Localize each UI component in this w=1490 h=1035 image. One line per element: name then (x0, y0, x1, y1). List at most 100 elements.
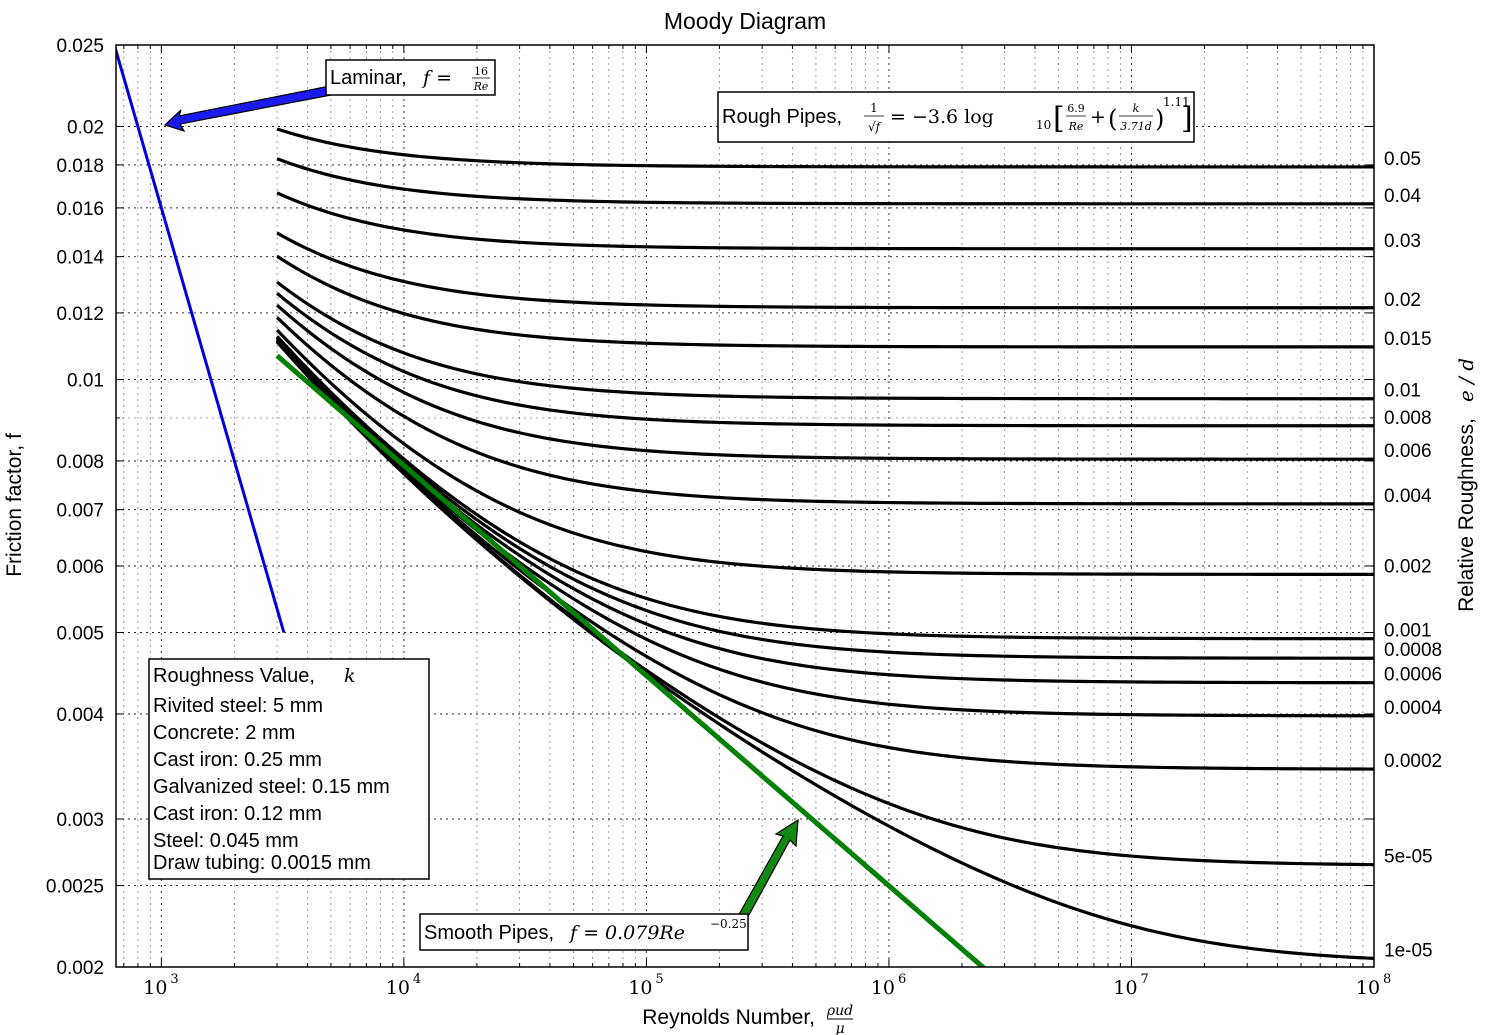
rough-curve (275, 328, 1374, 576)
roughness-row: Steel: 0.045 mm (153, 830, 299, 852)
y-tick-label: 0.007 (56, 501, 104, 522)
x-axis-label-den: μ (835, 1021, 844, 1035)
rough-curve (275, 339, 1374, 771)
smooth-label: Smooth Pipes, (424, 922, 554, 944)
roughness-label: 1e-05 (1384, 940, 1433, 961)
rough-curve (276, 157, 1374, 206)
roughness-label: 0.006 (1384, 441, 1432, 462)
roughness-row: Rivited steel: 5 mm (153, 695, 323, 717)
rough-paren-open: ( (1108, 105, 1117, 133)
rough-label: Rough Pipes, (722, 106, 842, 128)
rough-eq: = −3.6 log (890, 106, 994, 128)
x-tick-label: 10 (628, 977, 652, 999)
roughness-label: 0.001 (1384, 621, 1432, 642)
roughness-label: 0.04 (1384, 186, 1421, 207)
roughness-row: Draw tubing: 0.0015 mm (153, 852, 371, 874)
plot-frame (115, 44, 1375, 968)
rough-pipes-annotation: Rough Pipes, 1 √f = −3.6 log 10 [ 6.9 Re… (717, 91, 1195, 143)
laminar-math-den: Re (473, 80, 489, 93)
rough-curve (275, 316, 1374, 506)
rough-curve (276, 127, 1374, 169)
roughness-label: 0.0008 (1384, 640, 1442, 661)
y-tick-label: 0.006 (56, 557, 104, 578)
laminar-math: f = (421, 67, 452, 89)
x-tick-label-exp: 3 (170, 972, 178, 987)
x-axis-ticks: 10 3 10 4 10 5 10 6 10 7 10 8 (123, 45, 1391, 999)
roughness-label: 0.015 (1384, 329, 1432, 350)
roughness-label: 0.02 (1384, 290, 1421, 311)
laminar-label: Laminar, (330, 67, 407, 89)
rough-frac2-den: 3.71d (1120, 120, 1152, 133)
roughness-label: 0.0006 (1384, 665, 1442, 686)
rough-lhs-num: 1 (870, 101, 878, 115)
y-tick-label: 0.014 (56, 248, 104, 269)
smooth-arrow (736, 818, 799, 923)
rough-curve (276, 231, 1374, 310)
rough-frac1-num: 6.9 (1067, 102, 1085, 115)
x-tick-label-exp: 5 (655, 972, 663, 987)
y-tick-label: 0.012 (56, 304, 104, 325)
roughness-table: Roughness Value, k Rivited steel: 5 mm C… (148, 658, 430, 880)
laminar-line (116, 45, 286, 633)
y-tick-label: 0.002 (56, 958, 104, 979)
y2-axis-label: Relative Roughness, e / d (1454, 358, 1478, 612)
roughness-table-title: Roughness Value, (153, 665, 315, 687)
y-tick-label: 0.004 (56, 705, 104, 726)
rough-frac1-den: Re (1068, 120, 1084, 133)
y-axis-ticks: 0.002 0.0025 0.003 0.004 0.005 0.006 0.007 0.00… (46, 36, 1374, 979)
chart-title: Moody Diagram (664, 8, 826, 34)
roughness-label: 0.01 (1384, 381, 1421, 402)
rough-curve (276, 191, 1374, 251)
rough-bracket-open: [ (1053, 101, 1065, 136)
y-tick-label: 0.008 (56, 452, 104, 473)
rough-curve (275, 336, 1374, 660)
rough-curve (275, 335, 1374, 641)
smooth-pipes-annotation: Smooth Pipes, f = 0.079Re −0.25 (419, 818, 799, 951)
y-tick-label: 0.025 (56, 36, 104, 57)
roughness-labels: 0.05 0.04 0.03 0.02 0.015 0.01 0.008 0.006 0.004… (1384, 149, 1443, 961)
rough-lhs-den: √f (868, 120, 883, 134)
x-tick-label: 10 (871, 977, 895, 999)
rough-curve (276, 254, 1374, 349)
roughness-row: Cast iron: 0.12 mm (153, 803, 322, 825)
roughness-label: 0.0004 (1384, 698, 1443, 719)
roughness-label: 0.008 (1384, 408, 1432, 429)
roughness-row: Cast iron: 0.25 mm (153, 749, 322, 771)
x-axis-label: Reynolds Number, ρud μ (642, 1003, 853, 1035)
laminar-arrow (163, 85, 332, 133)
x-tick-label: 10 (386, 977, 410, 999)
x-axis-label-num: ρud (826, 1003, 853, 1019)
roughness-label: 0.0002 (1384, 751, 1442, 772)
roughness-label: 0.03 (1384, 231, 1421, 252)
rough-curve (276, 292, 1374, 428)
rough-paren-close: ) (1155, 105, 1164, 133)
x-tick-label: 10 (143, 977, 167, 999)
smooth-pipe-line (275, 353, 987, 967)
x-tick-label-exp: 8 (1383, 972, 1391, 987)
laminar-math-num: 16 (474, 65, 488, 78)
rough-plus: + (1090, 106, 1106, 128)
smooth-exp: −0.25 (710, 917, 747, 931)
x-axis-label-text: Reynolds Number, (642, 1006, 815, 1029)
laminar-annotation: Laminar, f = 16 Re (163, 59, 496, 133)
y-tick-label: 0.0025 (46, 877, 104, 898)
x-tick-label-exp: 4 (413, 972, 421, 987)
rough-sub: 10 (1036, 118, 1051, 132)
y-tick-label: 0.018 (56, 156, 104, 177)
roughness-row: Concrete: 2 mm (153, 722, 295, 744)
y-tick-label: 0.016 (56, 199, 104, 220)
rough-curve (276, 280, 1374, 401)
x-tick-label: 10 (1356, 977, 1380, 999)
y-axis-label: Friction factor, f (3, 433, 26, 577)
rough-curve (276, 303, 1374, 461)
rough-bracket-close: ] (1181, 101, 1193, 136)
roughness-label: 0.004 (1384, 486, 1432, 507)
x-tick-label: 10 (1113, 977, 1137, 999)
roughness-table-title-math: k (344, 665, 356, 687)
roughness-label: 0.05 (1384, 149, 1421, 170)
y-tick-label: 0.003 (56, 810, 104, 831)
roughness-label: 0.002 (1384, 556, 1432, 577)
roughness-row: Galvanized steel: 0.15 mm (153, 776, 390, 798)
rough-exp: 1.11 (1163, 95, 1190, 109)
